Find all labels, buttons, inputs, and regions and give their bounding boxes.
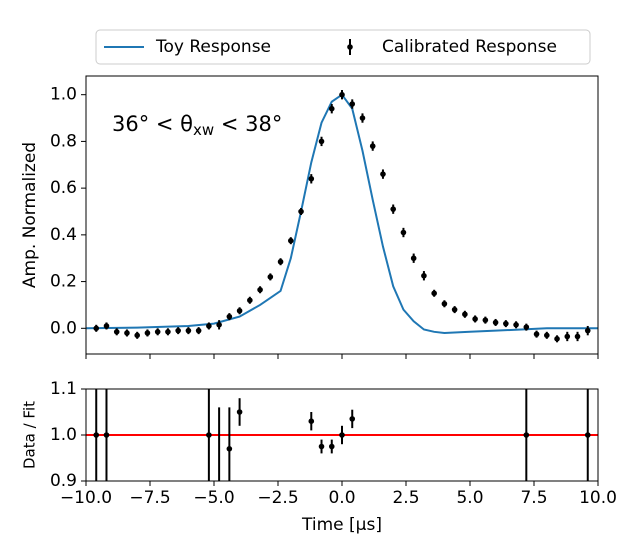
- x-tick-label: −7.5: [129, 488, 170, 508]
- series-line: [86, 93, 598, 334]
- y-tick-label: 0.8: [50, 131, 77, 151]
- data-point: [226, 446, 233, 452]
- data-point: [421, 272, 427, 279]
- data-point: [165, 329, 171, 335]
- x-tick-label: −5.0: [193, 488, 234, 508]
- x-tick-label: −2.5: [257, 488, 298, 508]
- data-point: [185, 327, 192, 334]
- data-point: [328, 443, 335, 450]
- x-tick-label: 5.0: [456, 488, 483, 508]
- y-tick-label: 1.0: [50, 85, 77, 105]
- data-point: [410, 255, 417, 262]
- data-point: [206, 323, 212, 329]
- data-point: [144, 330, 151, 336]
- data-point: [318, 138, 325, 145]
- x-tick-label: 7.5: [520, 488, 547, 508]
- data-point: [462, 311, 468, 318]
- data-point: [523, 432, 530, 438]
- data-point: [544, 332, 550, 339]
- data-point: [154, 329, 161, 335]
- annotation: 36° < θxw < 38°: [112, 112, 282, 139]
- annotation-main: 36° < θ: [112, 112, 193, 136]
- data-point: [308, 418, 315, 425]
- data-point: [93, 325, 100, 332]
- data-point: [441, 300, 448, 307]
- annotation-subscript: xw: [193, 121, 214, 139]
- data-point: [349, 416, 356, 422]
- data-point: [390, 206, 397, 212]
- data-point: [195, 327, 202, 334]
- data-point: [369, 143, 376, 149]
- data-point: [298, 208, 304, 215]
- data-point: [93, 432, 100, 438]
- x-tick-label: −10.0: [60, 488, 112, 508]
- data-point: [277, 258, 284, 265]
- x-tick-label: 2.5: [392, 488, 419, 508]
- legend-label: Calibrated Response: [382, 37, 557, 57]
- legend-box: [95, 29, 591, 65]
- data-point: [206, 432, 212, 438]
- y-tick-label: 1.1: [50, 379, 77, 399]
- data-point: [267, 274, 274, 280]
- y-tick-label: 0.6: [50, 178, 77, 198]
- y-axis-label: Data / Fit: [21, 401, 39, 469]
- data-point: [533, 331, 540, 337]
- y-tick-label: 0.9: [50, 471, 77, 491]
- y-tick-label: 0.2: [50, 272, 77, 292]
- data-point: [328, 105, 335, 112]
- x-tick-label: 0.0: [328, 488, 355, 508]
- data-point: [564, 333, 571, 340]
- data-point: [247, 297, 253, 304]
- data-point: [554, 336, 560, 342]
- legend-marker: [347, 44, 353, 50]
- data-point: [308, 175, 315, 182]
- data-point: [257, 286, 263, 293]
- data-point: [134, 332, 140, 339]
- plot-area: [86, 389, 598, 481]
- legend-label: Toy Response: [155, 37, 271, 57]
- data-point: [482, 317, 489, 323]
- data-point: [503, 320, 509, 327]
- data-point: [431, 290, 437, 297]
- data-point: [513, 321, 519, 328]
- data-point: [349, 101, 356, 107]
- y-tick-label: 0.4: [50, 225, 77, 245]
- data-point: [359, 115, 366, 121]
- data-point: [339, 432, 345, 438]
- data-point: [523, 324, 530, 330]
- y-axis-label: Amp. Normalized: [20, 142, 40, 288]
- data-point: [113, 329, 120, 335]
- data-point: [103, 432, 110, 438]
- axes-frame: [85, 75, 599, 355]
- plot-area: [86, 90, 598, 343]
- data-point: [216, 321, 222, 328]
- data-point: [236, 409, 243, 415]
- x-axis-label: Time [μs]: [301, 515, 382, 535]
- data-point: [318, 443, 325, 450]
- data-point: [492, 319, 499, 326]
- y-tick-label: 0.0: [50, 318, 77, 338]
- data-point: [400, 229, 407, 236]
- data-point: [451, 306, 458, 313]
- data-point: [574, 333, 581, 340]
- data-point: [288, 237, 294, 244]
- data-point: [584, 327, 591, 334]
- data-point: [124, 330, 130, 336]
- data-point: [380, 171, 386, 177]
- y-tick-label: 1.0: [50, 425, 77, 445]
- data-point: [472, 316, 478, 322]
- data-point: [226, 313, 233, 320]
- data-point: [339, 91, 345, 98]
- data-point: [175, 327, 181, 334]
- data-point: [584, 432, 591, 438]
- data-point: [236, 307, 243, 314]
- data-point: [103, 323, 110, 329]
- axes-frame: [85, 388, 599, 482]
- annotation-tail: < 38°: [214, 112, 282, 136]
- x-tick-label: 10.0: [579, 488, 617, 508]
